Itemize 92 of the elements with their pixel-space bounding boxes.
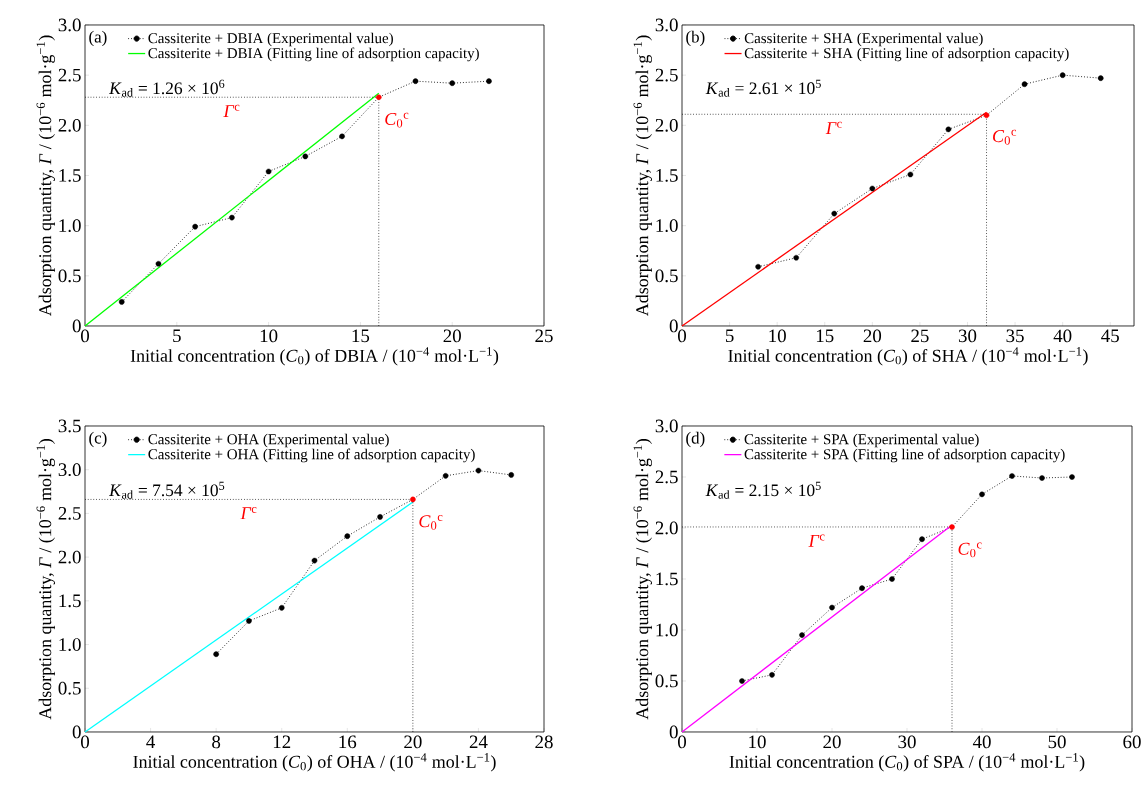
- y-tick-label: 1.0: [59, 219, 81, 233]
- x-tick-label: 24: [469, 735, 488, 749]
- x-tick-label: 25: [535, 329, 553, 343]
- ref-line-label: C$_{0}$c: [958, 542, 982, 558]
- annotation: (c): [89, 431, 107, 448]
- x-tick-label: 10: [749, 735, 766, 749]
- legend-label: Cassiterite + OHA (Experimental value): [148, 433, 389, 448]
- ref-line-label: C$_{0}$c: [385, 112, 409, 128]
- x-axis-title: Initial concentration (C$_{0}$) of SHA / (10$^{−4}$ mol·L$^{−1}$): [728, 347, 1088, 366]
- x-tick-label: 4: [146, 735, 156, 748]
- x-tick-label: 40: [1053, 329, 1072, 343]
- y-tick-label: 3.5: [58, 419, 81, 433]
- y-tick-label: 1.0: [656, 219, 678, 233]
- y-tick-label: 0.5: [58, 681, 81, 695]
- x-axis-title: Initial concentration (C$_{0}$) of OHA / (10$^{−4}$ mol·L$^{−1}$): [133, 753, 496, 772]
- y-tick-label: 3.0: [58, 463, 81, 477]
- x-tick-label: 20: [863, 329, 882, 343]
- annotation: K$_{ad}$ = 7.54 × 10$^{5}$: [108, 481, 225, 499]
- y-tick-label: 0: [72, 319, 81, 333]
- x-tick-label: 5: [725, 329, 734, 343]
- x-tick-label: 5: [173, 329, 181, 343]
- y-tick-label: 1.5: [59, 594, 81, 608]
- x-tick-label: 30: [958, 329, 977, 343]
- annotation: (b): [686, 30, 705, 47]
- y-tick-label: 2.0: [655, 521, 678, 535]
- x-tick-label: 20: [823, 735, 841, 749]
- annotation: (d): [686, 431, 705, 448]
- x-tick-label: 50: [1048, 735, 1066, 749]
- ref-line-label: Γ$^{c}$: [808, 534, 825, 547]
- x-tick-label: 10: [769, 329, 786, 343]
- x-tick-label: 16: [339, 735, 357, 749]
- y-tick-label: 2.0: [58, 550, 81, 564]
- y-tick-label: 1.5: [656, 169, 678, 182]
- legend-label: Cassiterite + SPA (Experimental value): [744, 433, 979, 448]
- legend-label: Cassiterite + SHA (Experimental value): [744, 32, 983, 47]
- y-tick-label: 2.5: [655, 470, 678, 484]
- y-tick-label: 1.0: [656, 623, 678, 637]
- x-tick-label: 20: [443, 329, 461, 343]
- legend-label: Cassiterite + DBIA (Experimental value): [148, 32, 393, 47]
- annotation: (a): [89, 30, 107, 47]
- x-tick-label: 12: [273, 735, 291, 749]
- y-tick-label: 0.5: [655, 269, 678, 283]
- y-tick-label: 2.5: [58, 507, 81, 520]
- legend-label: Cassiterite + DBIA (Fitting line of adsorption capacity): [148, 47, 479, 62]
- y-tick-label: 0: [72, 725, 81, 739]
- annotation: K$_{ad}$ = 2.15 × 10$^{5}$: [705, 481, 821, 499]
- x-tick-label: 20: [404, 735, 422, 749]
- annotation: K$_{ad}$ = 1.26 × 10$^{6}$: [108, 79, 225, 97]
- legend-label: Cassiterite + OHA (Fitting line of adsorption capacity): [148, 448, 475, 463]
- y-tick-label: 3.0: [655, 18, 678, 32]
- y-tick-label: 0.5: [58, 269, 81, 283]
- legend-label: Cassiterite + SHA (Fitting line of adsorption capacity): [744, 47, 1069, 62]
- x-tick-label: 25: [911, 329, 929, 343]
- x-tick-label: 0: [678, 735, 687, 749]
- x-tick-label: 15: [816, 329, 834, 343]
- y-tick-label: 0: [669, 319, 678, 333]
- x-tick-label: 30: [898, 735, 916, 749]
- x-tick-label: 0: [678, 329, 687, 343]
- x-tick-label: 8: [212, 735, 221, 749]
- x-tick-label: 10: [260, 329, 278, 343]
- ref-line-label: C$_{0}$c: [993, 129, 1017, 145]
- ref-line-label: C$_{0}$c: [419, 514, 443, 530]
- y-tick-label: 2.0: [58, 118, 81, 132]
- y-tick-label: 0: [669, 725, 678, 739]
- ref-line-label: Γ$^{c}$: [825, 121, 842, 134]
- annotation: K$_{ad}$ = 2.61 × 10$^{5}$: [705, 79, 821, 97]
- y-tick-label: 1.0: [59, 638, 81, 651]
- y-tick-label: 2.5: [58, 68, 81, 82]
- x-tick-label: 35: [1006, 329, 1024, 343]
- y-tick-label: 0.5: [655, 674, 678, 688]
- x-tick-label: 15: [352, 329, 370, 343]
- legend-label: Cassiterite + SPA (Fitting line of adsorption capacity): [744, 448, 1065, 463]
- x-axis-title: Initial concentration (C$_{0}$) of SPA / (10$^{−4}$ mol·L$^{−1}$): [729, 753, 1085, 772]
- y-axis-title: Adsorption quantity, Γ / (10$^{−6}$ mol·g$^{−1}$): [36, 439, 55, 720]
- y-tick-label: 2.5: [655, 68, 678, 82]
- y-tick-label: 1.5: [59, 169, 81, 182]
- x-tick-label: 40: [972, 735, 991, 749]
- y-tick-label: 3.0: [655, 419, 678, 433]
- y-axis-title: Adsorption quantity, Γ / (10$^{−6}$ mol·g$^{−1}$): [633, 439, 652, 720]
- y-tick-label: 1.5: [656, 572, 678, 586]
- x-tick-label: 0: [81, 329, 90, 343]
- ref-line-label: Γ$^{c}$: [240, 506, 257, 520]
- y-tick-label: 3.0: [58, 18, 81, 32]
- x-tick-label: 45: [1101, 329, 1119, 343]
- y-axis-title: Adsorption quantity, Γ / (10$^{−6}$ mol·g$^{−1}$): [633, 35, 652, 316]
- ref-line-label: Γ$^{c}$: [223, 104, 240, 117]
- x-tick-label: 60: [1123, 735, 1141, 749]
- x-tick-label: 28: [535, 735, 553, 749]
- x-axis-title: Initial concentration (C$_{0}$) of DBIA / (10$^{−4}$ mol·L$^{−1}$): [130, 347, 499, 366]
- y-tick-label: 2.0: [655, 118, 678, 132]
- y-axis-title: Adsorption quantity, Γ / (10$^{−6}$ mol·g$^{−1}$): [36, 35, 55, 316]
- x-tick-label: 0: [81, 735, 90, 749]
